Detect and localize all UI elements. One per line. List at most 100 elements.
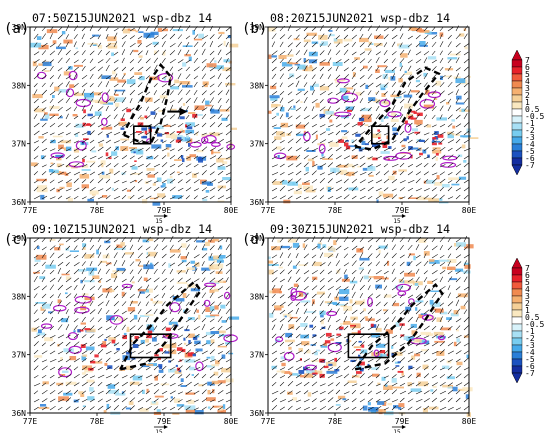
wind-vector [105,268,110,275]
wind-vector [343,365,350,371]
shade-patch [427,280,433,284]
wind-vector [295,260,301,267]
shade-patch [125,365,133,370]
shade-patch [436,317,442,322]
wind-vector [287,390,293,395]
shade-patch [205,190,210,193]
shade-patch [228,316,240,320]
x-tick-label: 79E [395,417,410,426]
wind-vector [201,358,209,363]
wind-vector [209,318,215,323]
shade-patch [280,107,285,112]
wind-vector [89,317,95,323]
wind-vector [295,245,301,251]
wind-vector [57,34,63,40]
wind-vector [57,351,64,355]
wind-vector [399,33,404,40]
wind-vector [319,318,326,323]
wind-vector [367,99,373,104]
wind-vector [209,162,216,168]
wind-vector [73,123,79,128]
wind-vector [423,156,430,160]
shade-patch [218,334,229,337]
wind-vector [439,131,446,136]
colorbar-segment [511,351,523,360]
shade-patch [268,55,277,58]
x-tick-label: 78E [90,417,105,426]
shade-patch [453,76,461,79]
wind-vector [447,105,452,112]
intense-cell [377,129,380,132]
shade-patch [307,158,314,162]
wind-vector [177,349,184,355]
wind-vector [161,407,167,411]
dbz-contour [157,72,174,83]
wind-vector [217,154,223,160]
shade-patch [100,160,106,165]
wind-vector [399,383,406,387]
wind-vector [359,123,366,128]
colorbar-segment [511,330,523,339]
wind-vector [73,171,81,176]
wind-vector [193,254,200,259]
wind-vector [225,366,231,371]
wind-vector [193,123,200,128]
wind-vector [407,406,413,411]
wind-vector [311,138,317,144]
shade-patch [36,36,42,40]
wind-vector [105,75,112,80]
shade-patch [456,361,463,366]
wind-vector [319,398,326,403]
shade-patch [69,356,77,361]
shade-patch [330,338,335,341]
shade-patch [172,195,183,199]
wind-vector [129,107,135,112]
wind-vector [33,42,38,48]
dbz-contour [440,161,457,168]
wind-vector [33,163,39,168]
wind-vector [137,178,143,184]
wind-vector [217,333,224,339]
wind-vector [41,261,46,267]
shade-patch [337,164,349,168]
wind-vector [319,285,325,291]
wind-vector [271,246,277,251]
wind-vector [33,309,38,315]
shade-patch [330,167,340,173]
wind-vector [271,139,277,144]
shade-patch [450,53,461,56]
wind-vector [287,67,293,72]
wind-vector [303,172,309,176]
wind-vector [49,50,56,56]
wind-vector [33,334,40,339]
wind-vector [41,246,47,251]
wind-vector [137,139,144,144]
wind-vector [343,308,349,315]
wind-vector [49,366,56,371]
wind-vector [161,34,168,40]
wind-vector [169,196,176,200]
dbz-contour [404,123,412,133]
wind-vector [201,65,207,72]
shade-patch [432,385,437,388]
wind-vector [335,65,339,72]
wind-vector [217,268,223,275]
wind-vector [193,172,199,176]
wind-vector [201,343,207,347]
shade-patch [219,157,231,160]
wind-vector [319,172,325,176]
wind-vector [295,178,302,184]
wind-vector [303,154,309,160]
wind-vector [351,195,357,200]
shade-patch [168,321,178,325]
wind-vector [439,90,445,96]
shade-patch [316,291,325,295]
wind-vector [399,270,405,275]
shade-patch [56,46,66,50]
wind-vector [343,139,348,144]
shade-patch [169,249,181,253]
wind-vector [455,407,461,411]
x-tick-label: 80E [462,417,477,426]
wind-vector [169,90,174,96]
wind-vector [399,49,405,56]
